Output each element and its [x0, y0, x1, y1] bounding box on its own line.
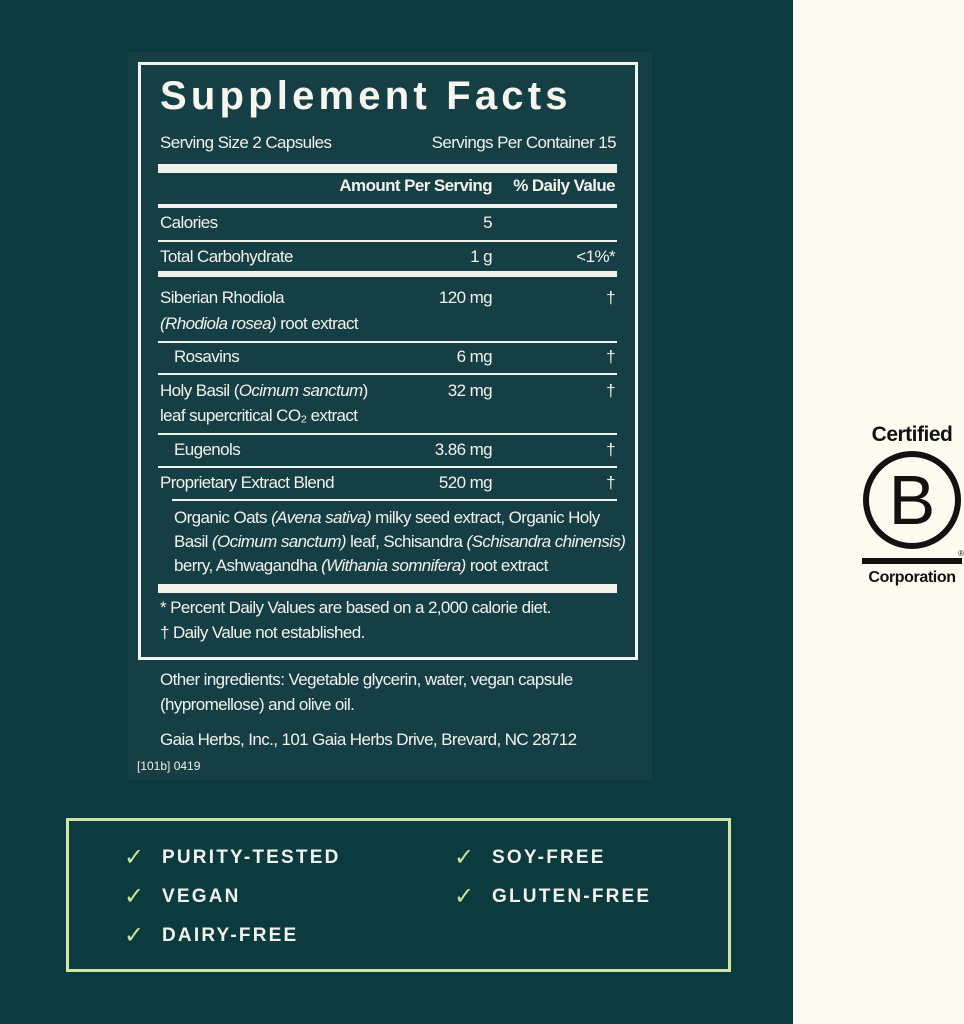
- bcorp-corporation: Corporation: [868, 569, 956, 586]
- row-amount: 32 mg: [447, 381, 493, 400]
- claim-label: VEGAN: [162, 885, 241, 907]
- check-icon: ✓: [124, 922, 147, 949]
- claim-label: GLUTEN-FREE: [492, 885, 652, 907]
- divider: [158, 433, 617, 435]
- bcorp-bar: [862, 558, 962, 564]
- row-name: Calories: [160, 213, 218, 232]
- b-corp-logo: Certified B ® Corporation: [860, 423, 964, 587]
- claim-dairy-free: ✓ DAIRY-FREE: [124, 921, 298, 950]
- divider: [158, 271, 617, 277]
- blend-line: Basil (Ocimum sanctum) leaf, Schisandra …: [174, 532, 626, 552]
- supplement-facts-box: [138, 62, 638, 660]
- row-amount: 3.86 mg: [434, 440, 493, 459]
- check-icon: ✓: [454, 844, 477, 871]
- row-dv: †: [606, 347, 615, 366]
- claim-label: PURITY-TESTED: [162, 846, 341, 868]
- divider: [158, 373, 617, 375]
- row-amount: 5: [483, 213, 492, 232]
- claim-label: DAIRY-FREE: [162, 924, 299, 946]
- row-name: Proprietary Extract Blend: [160, 473, 335, 492]
- footnote-dv: * Percent Daily Values are based on a 2,…: [160, 598, 551, 617]
- claim-soy-free: ✓ SOY-FREE: [454, 843, 606, 872]
- row-name: Siberian Rhodiola: [160, 288, 285, 307]
- blend-line: Organic Oats (Avena sativa) milky seed e…: [174, 508, 600, 528]
- divider: [158, 240, 617, 242]
- check-icon: ✓: [124, 844, 147, 871]
- row-dv: †: [606, 440, 615, 459]
- claim-gluten-free: ✓ GLUTEN-FREE: [454, 882, 651, 911]
- col-dv: % Daily Value: [513, 176, 615, 195]
- latin-name: (Ocimum sanctum): [211, 532, 347, 551]
- bcorp-certified: Certified: [871, 423, 953, 446]
- row-amount: 6 mg: [456, 347, 493, 366]
- b-circle-icon: B: [863, 451, 961, 549]
- row-name-suffix: root extract: [276, 314, 359, 333]
- other-ingredients-2: (hypromellose) and olive oil.: [160, 695, 355, 714]
- col-amount: Amount Per Serving: [339, 176, 492, 195]
- divider: [158, 164, 617, 173]
- row-dv: †: [606, 381, 615, 400]
- row-name: Holy Basil (Ocimum sanctum): [160, 381, 368, 401]
- latin-name: (Schisandra chinensis): [466, 532, 626, 551]
- blend-text: milky seed extract, Organic Holy: [371, 508, 600, 527]
- row-name: Eugenols: [174, 440, 241, 459]
- blend-text: root extract: [465, 556, 548, 575]
- row-dv: <1%*: [576, 247, 615, 266]
- blend-text: leaf, Schisandra: [345, 532, 467, 551]
- serving-size: Serving Size 2 Capsules: [160, 133, 332, 152]
- servings-per-container: Servings Per Container 15: [431, 133, 617, 152]
- divider: [158, 341, 617, 343]
- latin-name: (Rhodiola rosea): [160, 314, 277, 333]
- claim-label: SOY-FREE: [492, 846, 606, 868]
- claim-purity-tested: ✓ PURITY-TESTED: [124, 843, 341, 872]
- row-name: Total Carbohydrate: [160, 247, 293, 266]
- footnote-dagger: † Daily Value not established.: [160, 623, 365, 642]
- divider: [158, 466, 617, 468]
- latin-name: Ocimum sanctum: [238, 381, 363, 400]
- latin-name: (Avena sativa): [271, 508, 372, 527]
- row-name-start: Holy Basil (: [160, 381, 239, 400]
- row-dv: †: [606, 288, 615, 307]
- other-ingredients: Other ingredients: Vegetable glycerin, w…: [160, 670, 573, 689]
- facts-title: Supplement Facts: [160, 74, 572, 118]
- divider: [158, 204, 617, 208]
- row-amount: 1 g: [470, 247, 492, 266]
- row-dv: †: [606, 473, 615, 492]
- blend-text: Organic Oats: [174, 508, 272, 527]
- divider: [158, 584, 617, 593]
- registered-mark: ®: [958, 549, 964, 558]
- divider: [172, 499, 617, 501]
- check-icon: ✓: [454, 883, 477, 910]
- blend-line: berry, Ashwagandha (Withania somnifera) …: [174, 556, 548, 576]
- latin-name: (Withania somnifera): [321, 556, 466, 575]
- row-name: Rosavins: [174, 347, 240, 366]
- row-amount: 520 mg: [438, 473, 493, 492]
- address: Gaia Herbs, Inc., 101 Gaia Herbs Drive, …: [160, 730, 577, 749]
- row-name-2: leaf supercritical CO₂ extract: [160, 406, 358, 425]
- lot-code: [101b] 0419: [137, 759, 201, 773]
- row-name-2: (Rhodiola rosea) root extract: [160, 314, 359, 334]
- claim-vegan: ✓ VEGAN: [124, 882, 241, 911]
- row-amount: 120 mg: [438, 288, 493, 307]
- row-name-end: ): [362, 381, 369, 400]
- blend-text: Basil: [174, 532, 212, 551]
- check-icon: ✓: [124, 883, 147, 910]
- blend-text: berry, Ashwagandha: [174, 556, 322, 575]
- claims-box: [66, 818, 731, 972]
